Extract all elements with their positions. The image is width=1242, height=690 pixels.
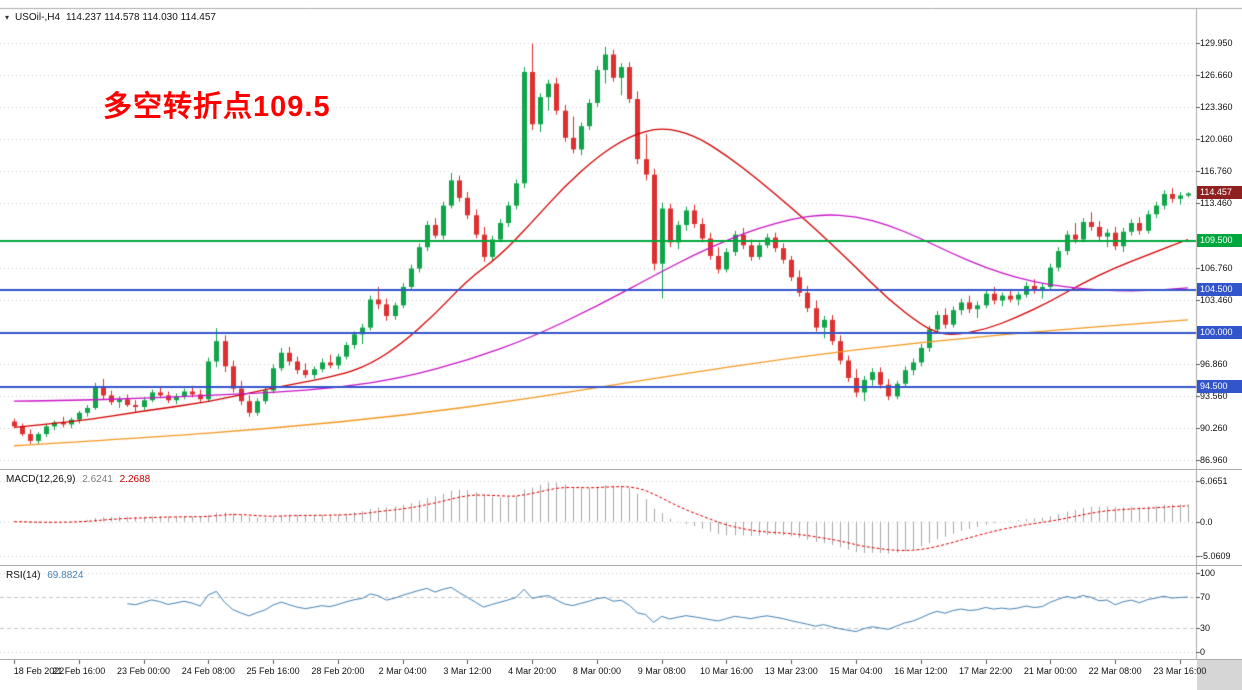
time-tick-label: 10 Mar 16:00 <box>699 666 753 676</box>
panel-separator-macd[interactable] <box>0 469 1242 470</box>
time-tick-label: 8 Mar 00:00 <box>572 666 621 676</box>
price-tick-label: 103.460 <box>1200 294 1233 305</box>
ohlc-values: 114.237 114.578 114.030 114.457 <box>66 12 216 23</box>
macd-axis-label: -5.0609 <box>1200 550 1231 561</box>
time-axis[interactable]: 18 Feb 2022 21 Feb 16:00 23 Feb 00:00 24 Fe… <box>0 660 1207 690</box>
time-tick-label: 16 Mar 12:00 <box>894 666 948 676</box>
time-tick-label: 21 Feb 16:00 <box>52 666 106 676</box>
rsi-title: RSI(14) <box>6 570 41 581</box>
price-tick-label: 90.260 <box>1200 422 1228 433</box>
macd-value-signal: 2.2688 <box>119 474 151 485</box>
rsi-axis-label: 0 <box>1200 646 1206 657</box>
axis-corner <box>1197 660 1242 690</box>
annotation-text[interactable]: 多空转折点109.5 <box>103 91 331 123</box>
macd-indicator-label: MACD(12,26,9) 2.6241 2.2688 <box>6 474 150 485</box>
time-tick-label: 17 Mar 22:00 <box>959 666 1013 676</box>
price-axis[interactable]: 129.950 126.660 123.360 120.060 116.760 113.4… <box>1196 8 1242 659</box>
time-axis-separator[interactable] <box>0 659 1242 660</box>
panel-separator-rsi[interactable] <box>0 565 1242 566</box>
symbol-marker-icon: ▾ <box>5 13 10 22</box>
price-tick-label: 120.060 <box>1200 134 1233 145</box>
time-tick-label: 9 Mar 08:00 <box>637 666 686 676</box>
time-tick-label: 22 Mar 08:00 <box>1088 666 1142 676</box>
macd-value-main: 2.6241 <box>82 474 113 485</box>
rsi-indicator-label: RSI(14) 69.8824 <box>6 570 83 581</box>
price-tick-label: 126.660 <box>1200 70 1233 81</box>
price-tick-label: 113.460 <box>1200 198 1232 209</box>
hline-price-badge: 94.500 <box>1197 379 1242 393</box>
chart-title: ▾ USOil-,H4 114.237 114.578 114.030 114.… <box>5 12 216 23</box>
time-tick-label: 15 Mar 04:00 <box>829 666 883 676</box>
price-tick-label: 123.360 <box>1200 102 1233 113</box>
hline-price-badge: 109.500 <box>1197 234 1242 248</box>
time-tick-label: 2 Mar 04:00 <box>378 666 427 676</box>
hline-price-badge: 100.000 <box>1197 326 1242 340</box>
hline-price-badge: 104.500 <box>1197 282 1242 296</box>
price-tick-label: 86.960 <box>1200 454 1228 465</box>
symbol-timeframe-label: USOil-,H4 <box>15 12 61 23</box>
time-tick-label: 25 Feb 16:00 <box>246 666 300 676</box>
time-tick-label: 23 Mar 16:00 <box>1153 666 1207 676</box>
time-tick-label: 4 Mar 20:00 <box>508 666 557 676</box>
rsi-axis-label: 30 <box>1200 623 1211 634</box>
time-tick-label: 3 Mar 12:00 <box>443 666 492 676</box>
time-tick-label: 24 Feb 08:00 <box>181 666 235 676</box>
rsi-axis-label: 100 <box>1200 568 1216 579</box>
price-tick-label: 96.860 <box>1200 358 1228 369</box>
price-tick-label: 129.950 <box>1200 38 1233 49</box>
time-tick-label: 21 Mar 00:00 <box>1023 666 1077 676</box>
time-tick-label: 23 Feb 00:00 <box>117 666 171 676</box>
price-tick-label: 106.760 <box>1200 262 1233 273</box>
time-tick-label: 18 Feb 2022 <box>13 666 65 676</box>
price-tick-label: 116.760 <box>1200 166 1232 177</box>
macd-axis-label: 0.0 <box>1200 516 1213 527</box>
rsi-axis-label: 70 <box>1200 591 1211 602</box>
rsi-value: 69.8824 <box>47 570 84 581</box>
macd-title: MACD(12,26,9) <box>6 474 76 485</box>
time-tick-label: 28 Feb 20:00 <box>311 666 365 676</box>
current-price-badge: 114.457 <box>1197 186 1242 200</box>
time-tick-label: 13 Mar 23:00 <box>764 666 818 676</box>
macd-axis-label: 6.0651 <box>1200 475 1228 486</box>
price-tick-label: 93.560 <box>1200 390 1228 401</box>
